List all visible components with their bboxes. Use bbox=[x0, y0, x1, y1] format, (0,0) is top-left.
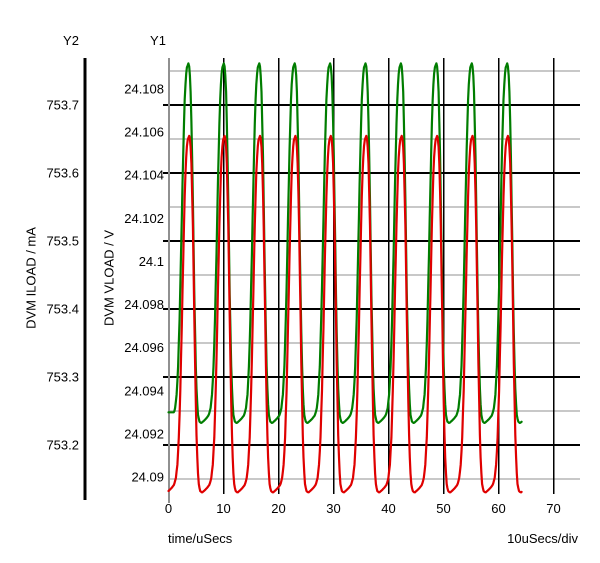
y1-tick-label: 24.094 bbox=[124, 383, 164, 398]
y1-tick-label: 24.102 bbox=[124, 211, 164, 226]
x-tick-label: 20 bbox=[271, 501, 285, 516]
x-tick-label: 60 bbox=[491, 501, 505, 516]
y2-axis-title: Y2 bbox=[63, 33, 79, 48]
y2-tick-label: 753.7 bbox=[46, 98, 79, 113]
y1-tick-label: 24.104 bbox=[124, 168, 164, 183]
x-tick-label: 50 bbox=[436, 501, 450, 516]
y1-tick-label: 24.1 bbox=[139, 254, 164, 269]
x-axis-label: time/uSecs bbox=[168, 531, 233, 546]
x-axis-per-div-label: 10uSecs/div bbox=[507, 531, 578, 546]
x-tick-label: 70 bbox=[546, 501, 560, 516]
x-tick-label: 30 bbox=[326, 501, 340, 516]
y1-tick-label: 24.096 bbox=[124, 340, 164, 355]
y2-tick-label: 753.6 bbox=[46, 166, 79, 181]
x-tick-label: 0 bbox=[165, 501, 172, 516]
y2-axis-label: DVM ILOAD / mA bbox=[23, 227, 39, 329]
y1-tick-label: 24.108 bbox=[124, 82, 164, 97]
y2-tick-label: 753.5 bbox=[46, 234, 79, 249]
waveform-dvm-iload bbox=[167, 134, 523, 494]
x-tick-label: 40 bbox=[381, 501, 395, 516]
y1-axis-label: DVM VLOAD / V bbox=[101, 229, 117, 327]
y1-tick-label: 24.092 bbox=[124, 426, 164, 441]
y1-tick-label: 24.09 bbox=[131, 470, 164, 485]
y1-tick-label: 24.106 bbox=[124, 125, 164, 140]
y2-tick-label: 753.3 bbox=[46, 370, 79, 385]
waveform-dvm-vload bbox=[167, 62, 523, 424]
x-tick-label: 10 bbox=[216, 501, 230, 516]
y2-tick-label: 753.2 bbox=[46, 438, 79, 453]
y1-tick-label: 24.098 bbox=[124, 297, 164, 312]
y2-tick-label: 753.4 bbox=[46, 302, 79, 317]
y1-axis-title: Y1 bbox=[150, 33, 166, 48]
